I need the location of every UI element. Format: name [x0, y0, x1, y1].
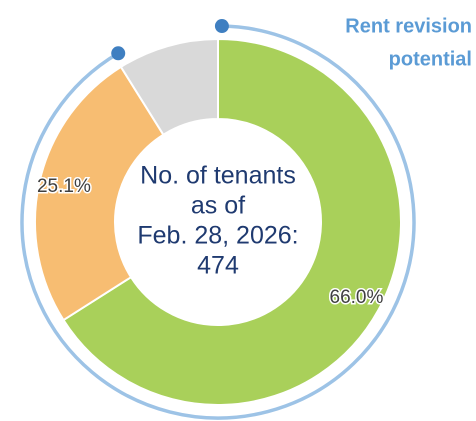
annotation: potential [389, 48, 472, 70]
value-label: 25.1% [37, 176, 91, 197]
slice [119, 37, 219, 137]
center-text: Feb. 28, 2026: [137, 222, 298, 250]
center-text: 474 [197, 252, 239, 280]
center-text: as of [191, 192, 245, 220]
arc [20, 24, 416, 420]
annotation-arc [20, 19, 416, 420]
slice [34, 65, 165, 322]
center-text: No. of tenants [140, 162, 296, 190]
arc-end [111, 46, 126, 61]
arc-end [214, 19, 229, 34]
slice [62, 37, 402, 406]
annotation: Rent revision [345, 15, 472, 37]
slices [34, 37, 402, 406]
value-label: 66.0% [330, 287, 384, 308]
